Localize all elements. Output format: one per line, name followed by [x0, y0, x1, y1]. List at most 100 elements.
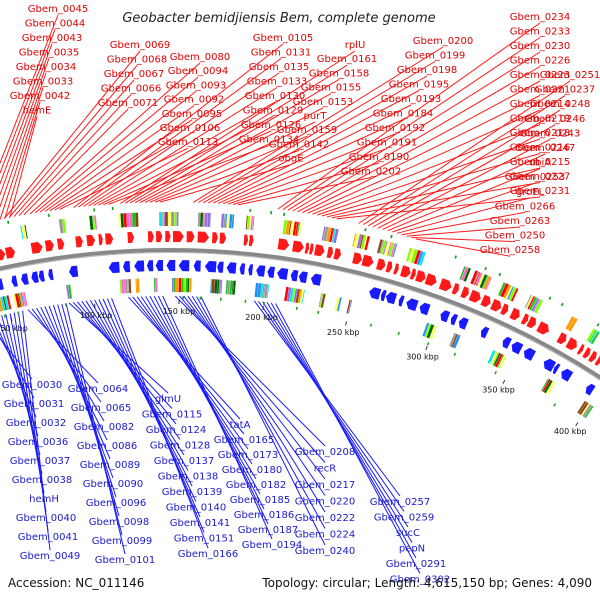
reverse-cog-block: [264, 284, 269, 299]
reverse-cog-block: [295, 288, 300, 303]
forward-cog-block: [62, 218, 67, 233]
reverse-gene-label: Gbem_0138: [158, 472, 218, 483]
reverse-callout-line: [179, 295, 326, 463]
forward-cog-block: [507, 286, 514, 300]
accession-text: Accession: NC_011146: [8, 576, 144, 590]
reverse-gene-arrow: [134, 260, 145, 272]
forward-callout-line: [0, 14, 59, 165]
reverse-gene-arrow: [217, 261, 224, 273]
forward-cog-block: [132, 212, 136, 227]
forward-gene-label: Gbem_0266: [495, 201, 555, 212]
scale-tick-mark: [262, 305, 264, 310]
reverse-cog-block: [220, 279, 223, 294]
forward-callout-line: [44, 105, 195, 212]
reverse-callout-line: [27, 309, 99, 384]
forward-cog-block: [470, 270, 478, 285]
inner-marker: [553, 403, 557, 407]
reverse-gene-arrow: [543, 358, 557, 372]
reverse-cog-block: [260, 283, 264, 298]
forward-cog-block: [529, 296, 538, 311]
forward-gene-label: Gbem_0130: [245, 91, 305, 102]
reverse-gene-arrow: [69, 265, 79, 278]
outer-marker: [249, 208, 252, 212]
reverse-gene-arrow: [11, 275, 18, 287]
outer-marker: [454, 255, 457, 259]
forward-cog-block: [20, 225, 24, 240]
forward-callout-line: [120, 50, 356, 204]
outer-marker: [498, 272, 502, 277]
forward-cog-block: [229, 214, 233, 229]
reverse-cog-block: [581, 403, 590, 416]
forward-gene-label: Gbem_0134: [239, 135, 299, 146]
forward-gene-arrow: [75, 236, 83, 248]
forward-gene-arrow: [186, 231, 195, 243]
reverse-gene-arrow: [21, 273, 29, 285]
forward-cog-block: [323, 226, 329, 242]
forward-callout-line: [134, 93, 332, 204]
reverse-cog-block: [542, 379, 551, 392]
forward-callout-line: [358, 80, 571, 224]
forward-cog-block: [165, 212, 168, 226]
forward-cog-block: [282, 220, 288, 235]
reverse-gene-label: Gbem_0049: [20, 551, 80, 562]
reverse-callout-line: [65, 303, 126, 555]
reverse-gene-arrow: [193, 260, 201, 272]
forward-gene-arrow: [385, 261, 393, 273]
forward-callout-line: [392, 182, 536, 233]
forward-gene-arrow: [326, 246, 333, 259]
forward-gene-label: Gbem_0129: [243, 106, 303, 117]
forward-cog-block: [174, 212, 177, 226]
reverse-cog-block: [127, 279, 129, 294]
forward-cog-block: [120, 213, 124, 228]
forward-callout-line: [217, 119, 404, 204]
forward-gene-label: Gbem_0158: [309, 68, 369, 79]
reverse-cog-block: [232, 280, 236, 295]
forward-gene-label: Gbem_0068: [107, 55, 167, 66]
reverse-callout-line: [183, 295, 326, 480]
forward-cog-block: [353, 233, 360, 248]
reverse-cog-block: [68, 284, 72, 299]
forward-gene-arrow: [582, 347, 591, 359]
reverse-gene-label: Gbem_0185: [230, 495, 290, 506]
forward-gene-arrow: [438, 278, 452, 292]
inner-marker: [426, 342, 430, 346]
forward-gene-label: Gbem_0230: [510, 41, 570, 52]
reverse-cog-block: [66, 284, 70, 299]
reverse-gene-arrow: [440, 310, 451, 323]
forward-cog-block: [416, 251, 424, 265]
forward-callout-line: [277, 22, 541, 210]
forward-cog-block: [24, 224, 28, 239]
forward-callout-line: [367, 109, 561, 227]
forward-gene-label: Gbem_0190: [349, 152, 409, 163]
reverse-callout-line: [253, 300, 401, 497]
reverse-gene-label: Gbem_0186: [234, 510, 294, 521]
forward-callout-line: [213, 104, 412, 204]
forward-gene-label: Gbem_0142: [269, 139, 329, 150]
reverse-cog-block: [175, 278, 179, 292]
forward-cog-block: [176, 212, 179, 226]
forward-cog-block: [482, 275, 489, 289]
reverse-cog-block: [490, 351, 498, 365]
forward-cog-block: [321, 226, 326, 241]
reverse-gene-label: Gbem_0240: [295, 546, 355, 557]
forward-cog-block: [333, 228, 339, 244]
reverse-cog-block: [286, 287, 292, 302]
forward-cog-block: [477, 273, 485, 288]
reverse-cog-block: [187, 278, 190, 293]
reverse-cog-block: [319, 293, 324, 308]
forward-gene-arrow: [30, 241, 43, 254]
forward-callout-line: [232, 162, 380, 205]
reverse-gene-arrow: [155, 260, 164, 272]
forward-cog-block: [589, 330, 598, 344]
forward-cog-block: [204, 212, 208, 227]
forward-callout-line: [237, 177, 372, 206]
forward-callout-line: [297, 80, 541, 213]
backbone-ring-shade: [0, 252, 600, 381]
forward-cog-block: [94, 215, 97, 230]
forward-callout-line: [78, 58, 282, 208]
forward-cog-block: [586, 328, 596, 342]
reverse-gene-arrow: [502, 336, 512, 349]
forward-callout-line: [54, 133, 191, 211]
forward-gene-label: Gbem_0066: [101, 84, 161, 95]
forward-gene-label: Gbem_0105: [253, 33, 313, 44]
